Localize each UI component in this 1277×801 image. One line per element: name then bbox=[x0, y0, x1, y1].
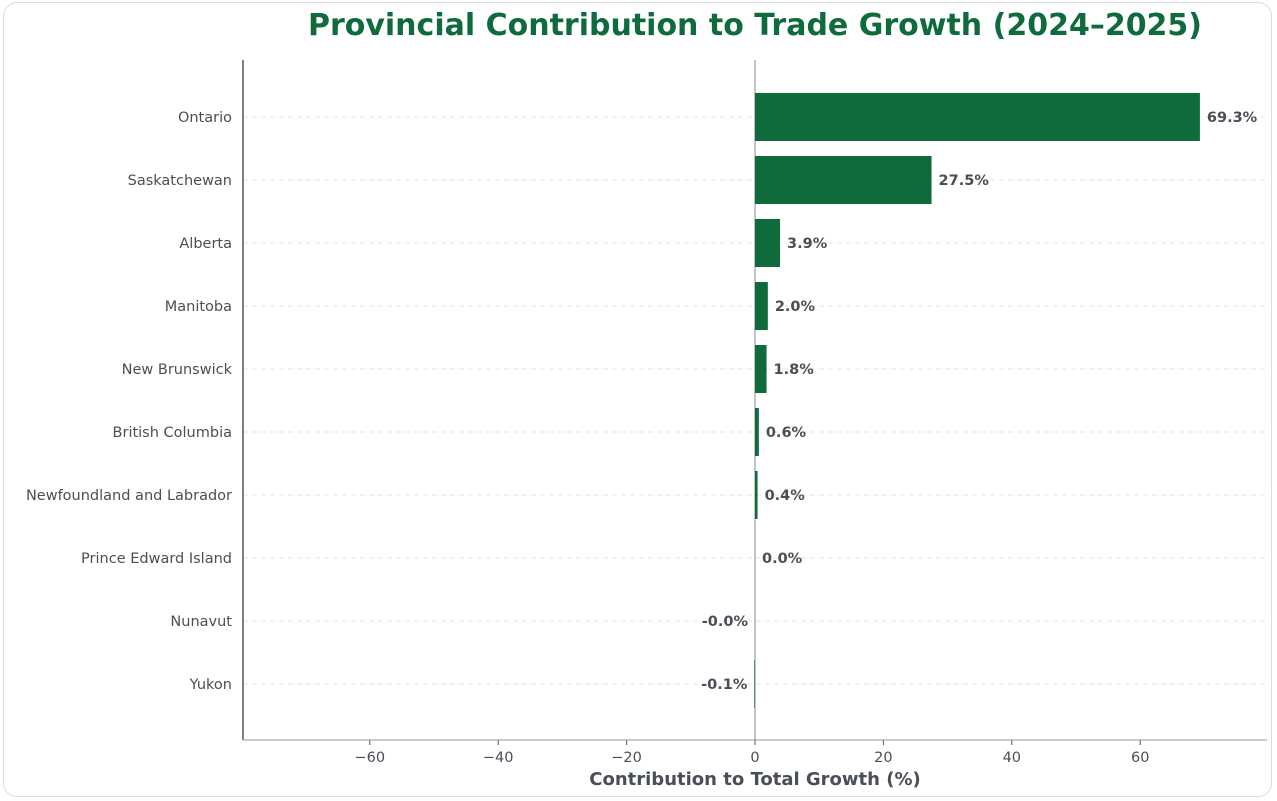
category-label: Alberta bbox=[179, 236, 232, 252]
bar bbox=[755, 156, 932, 204]
value-label: 2.0% bbox=[775, 299, 816, 315]
value-label: -0.1% bbox=[701, 677, 748, 693]
x-tick-label: −20 bbox=[611, 750, 642, 766]
bar bbox=[755, 471, 758, 519]
bar bbox=[755, 408, 759, 456]
category-label: Manitoba bbox=[165, 299, 232, 315]
x-tick-label: −40 bbox=[483, 750, 514, 766]
category-label: Prince Edward Island bbox=[81, 551, 232, 567]
value-label: 0.6% bbox=[766, 425, 807, 441]
value-label: 27.5% bbox=[939, 173, 990, 189]
value-label: 1.8% bbox=[774, 362, 815, 378]
bars bbox=[754, 93, 1200, 708]
value-label: 0.0% bbox=[762, 551, 803, 567]
x-tick-label: 40 bbox=[1003, 750, 1021, 766]
x-tick-label: 0 bbox=[750, 750, 759, 766]
bar bbox=[754, 660, 755, 708]
bar bbox=[755, 345, 767, 393]
value-label: 3.9% bbox=[787, 236, 828, 252]
chart-title: Provincial Contribution to Trade Growth … bbox=[307, 8, 1203, 43]
x-ticks: −60 −40 −20 0 20 40 60 bbox=[354, 740, 1149, 766]
category-label: Yukon bbox=[189, 677, 232, 693]
category-label: Newfoundland and Labrador bbox=[26, 488, 232, 504]
value-label: 69.3% bbox=[1207, 110, 1258, 126]
x-tick-label: 60 bbox=[1131, 750, 1149, 766]
category-labels: Ontario Saskatchewan Alberta Manitoba New Br… bbox=[26, 110, 233, 693]
category-label: New Brunswick bbox=[122, 362, 233, 378]
category-label: Ontario bbox=[178, 110, 232, 126]
bar bbox=[755, 219, 781, 267]
value-label: 0.4% bbox=[765, 488, 806, 504]
value-labels: 69.3% 27.5% 3.9% 2.0% 1.8% 0.6% 0.4% 0.0% -0.0% -… bbox=[701, 110, 1258, 693]
category-label: Saskatchewan bbox=[128, 173, 232, 189]
x-axis-label: Contribution to Total Growth (%) bbox=[589, 769, 920, 790]
category-label: British Columbia bbox=[113, 425, 232, 441]
x-tick-label: 20 bbox=[874, 750, 892, 766]
bar bbox=[755, 282, 768, 330]
x-tick-label: −60 bbox=[354, 750, 385, 766]
bar bbox=[755, 93, 1200, 141]
value-label: -0.0% bbox=[702, 614, 749, 630]
category-label: Nunavut bbox=[170, 614, 232, 630]
